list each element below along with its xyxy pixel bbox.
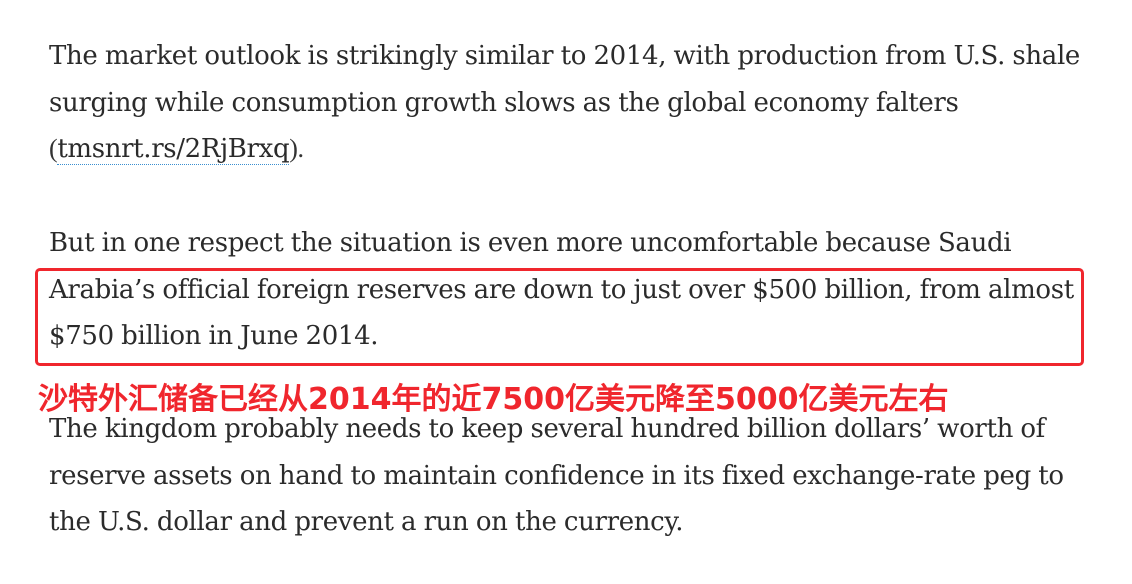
paragraph-kingdom-peg: The kingdom probably needs to keep sever… [49, 414, 1064, 537]
source-link[interactable]: tmsnrt.rs/2RjBrxq [57, 134, 290, 165]
paragraph-saudi-reserves: But in one respect the situation is even… [49, 220, 1089, 360]
chinese-annotation: 沙特外汇储备已经从2014年的近7500亿美元降至5000亿美元左右 [38, 382, 949, 417]
paragraph-line-3: $750 billion in June 2014. [49, 321, 379, 351]
close-paren: ). [289, 134, 304, 163]
paragraph-line-1: But in one respect the situation is even… [49, 228, 1012, 258]
paragraph-text: The market outlook is strikingly similar… [49, 41, 1080, 118]
paragraph-market-outlook: The market outlook is strikingly similar… [49, 33, 1089, 173]
paragraph-line-2: Arabia’s official foreign reserves are d… [49, 274, 1074, 305]
open-paren: ( [49, 134, 58, 163]
